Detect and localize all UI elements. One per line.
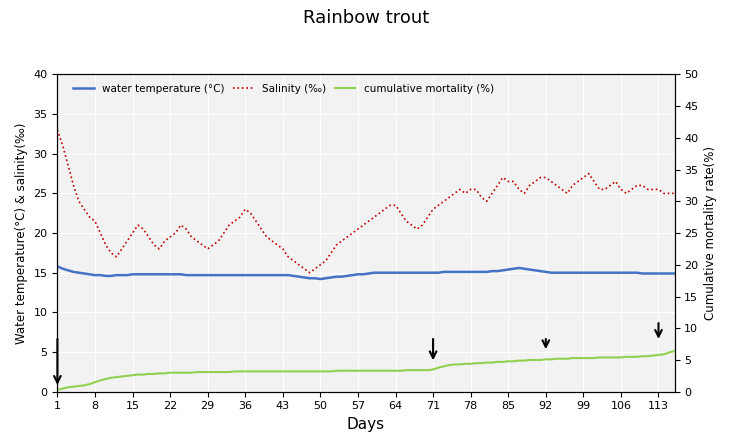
water temperature (°C) (558, 270, 567, 275)
Line: water temperature (°C): water temperature (°C) (57, 266, 675, 279)
Y-axis label: Cumulative mortality rate(%): Cumulative mortality rate(%) (704, 146, 717, 320)
Salinity (‰) (434, 202, 443, 208)
Line: cumulative mortality (%): cumulative mortality (%) (57, 351, 675, 390)
Line: Salinity (‰): Salinity (‰) (57, 130, 675, 273)
water temperature (°C) (574, 270, 583, 275)
water temperature (°C) (434, 270, 443, 275)
Salinity (‰) (627, 187, 636, 192)
water temperature (°C) (471, 269, 480, 274)
water temperature (°C) (627, 270, 636, 275)
cumulative mortality (%) (53, 387, 61, 392)
Salinity (‰) (471, 187, 480, 192)
Salinity (‰) (53, 127, 61, 133)
Salinity (‰) (574, 179, 583, 184)
X-axis label: Days: Days (347, 417, 385, 432)
cumulative mortality (%) (466, 361, 475, 367)
cumulative mortality (%) (568, 355, 577, 361)
Salinity (‰) (305, 270, 314, 275)
water temperature (°C) (53, 264, 61, 269)
cumulative mortality (%) (429, 367, 438, 372)
Salinity (‰) (558, 187, 567, 192)
Salinity (‰) (262, 234, 271, 240)
Y-axis label: Water temperature(°C) & salinity(‰): Water temperature(°C) & salinity(‰) (15, 122, 28, 344)
cumulative mortality (%) (552, 356, 561, 361)
water temperature (°C) (316, 276, 325, 282)
cumulative mortality (%) (671, 348, 679, 354)
Text: Rainbow trout: Rainbow trout (303, 9, 429, 27)
Salinity (‰) (671, 191, 679, 196)
cumulative mortality (%) (622, 354, 631, 359)
water temperature (°C) (262, 272, 271, 278)
Legend: water temperature (°C), Salinity (‰), cumulative mortality (%): water temperature (°C), Salinity (‰), cu… (69, 80, 498, 98)
water temperature (°C) (671, 271, 679, 276)
cumulative mortality (%) (262, 369, 271, 374)
